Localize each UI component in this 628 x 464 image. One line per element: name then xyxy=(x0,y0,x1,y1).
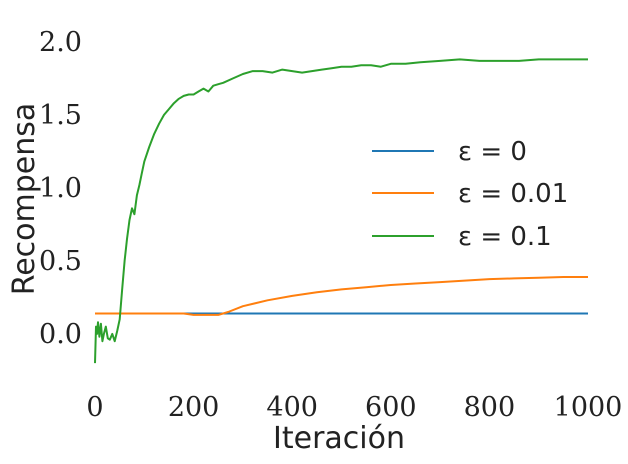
x-tick-label: 1000 xyxy=(554,392,623,423)
x-tick-label: 200 xyxy=(168,392,220,423)
x-tick-label: 800 xyxy=(464,392,516,423)
legend: ε = 0 ε = 0.01 ε = 0.1 xyxy=(372,137,568,252)
x-axis-label: Iteración xyxy=(273,421,405,456)
x-tick-label: 600 xyxy=(365,392,417,423)
y-tick-label: 0.0 xyxy=(39,319,82,350)
y-tick-label: 2.0 xyxy=(39,27,82,58)
x-axis-ticks: 0 200 400 600 800 1000 xyxy=(86,392,622,423)
legend-label-0: ε = 0 xyxy=(458,137,527,167)
y-tick-label: 1.5 xyxy=(39,100,82,131)
x-tick-label: 0 xyxy=(86,392,103,423)
y-axis-label: Recompensa xyxy=(7,103,42,296)
series-line-2 xyxy=(94,58,588,364)
y-axis-ticks: 0.0 0.5 1.0 1.5 2.0 xyxy=(39,27,82,350)
y-tick-label: 1.0 xyxy=(39,173,82,204)
series-line-1 xyxy=(95,276,588,316)
y-tick-label: 0.5 xyxy=(39,246,82,277)
legend-label-2: ε = 0.1 xyxy=(458,222,552,252)
plot-lines xyxy=(94,58,588,364)
x-tick-label: 400 xyxy=(266,392,318,423)
legend-label-1: ε = 0.01 xyxy=(458,179,568,209)
